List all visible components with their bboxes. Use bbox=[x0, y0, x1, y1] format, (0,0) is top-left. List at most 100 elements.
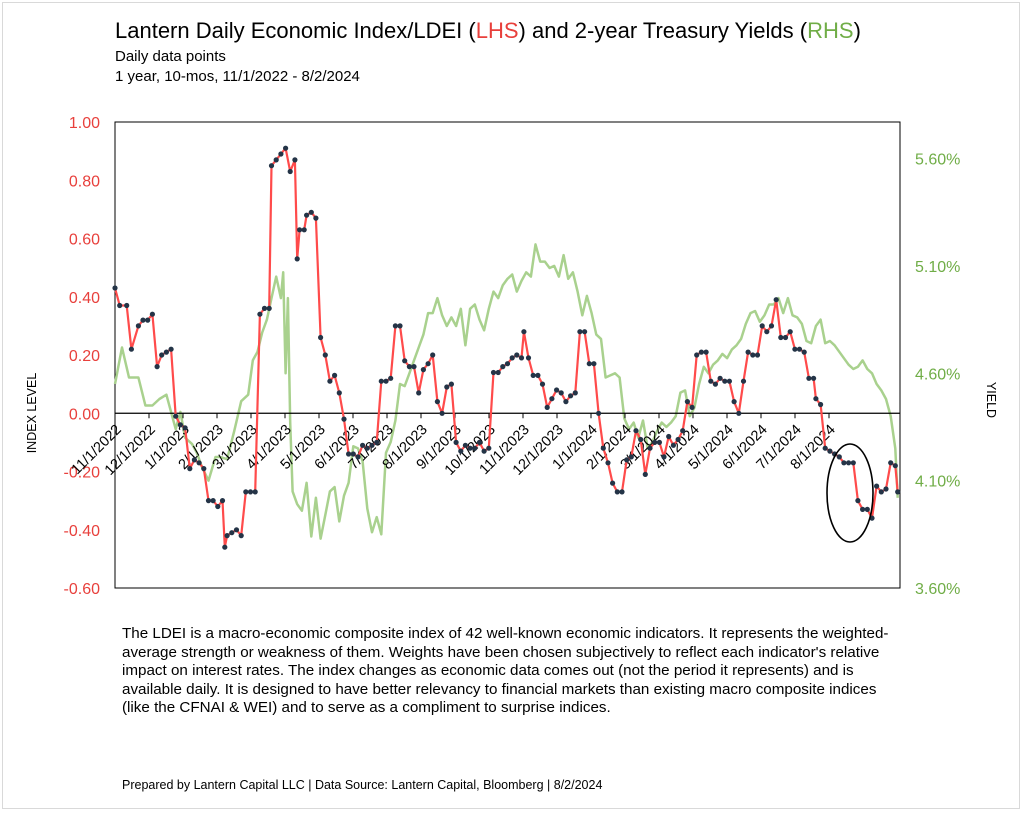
ldei-point bbox=[336, 390, 342, 396]
ldei-point bbox=[717, 375, 723, 381]
ldei-point bbox=[675, 436, 681, 443]
ldei-point bbox=[883, 486, 889, 492]
ldei-point bbox=[850, 460, 856, 466]
ldei-point bbox=[694, 352, 700, 358]
y-axis-label: INDEX LEVEL bbox=[25, 373, 39, 454]
ldei-point bbox=[182, 425, 188, 431]
ldei-point bbox=[773, 297, 779, 303]
ldei-point bbox=[205, 498, 212, 504]
ldei-point bbox=[731, 399, 737, 405]
y-tick-label-right: 4.10% bbox=[915, 474, 960, 491]
y-tick-label-left: -0.20 bbox=[64, 465, 101, 482]
y-tick-label-left: 0.00 bbox=[69, 406, 100, 423]
ldei-point bbox=[610, 480, 616, 486]
ldei-point bbox=[247, 489, 254, 495]
ldei-point bbox=[633, 428, 639, 434]
ldei-point bbox=[544, 404, 550, 410]
ldei-point bbox=[392, 323, 398, 329]
ldei-point bbox=[369, 442, 375, 448]
ldei-point bbox=[750, 352, 756, 358]
ldei-point bbox=[596, 410, 602, 416]
ldei-point bbox=[145, 317, 151, 323]
y-tick-label-right: 5.10% bbox=[915, 259, 960, 276]
y-tick-label-left: 1.00 bbox=[69, 115, 100, 132]
ldei-point bbox=[222, 544, 228, 550]
ldei-point bbox=[818, 401, 824, 408]
ldei-point bbox=[140, 317, 146, 323]
ldei-point bbox=[332, 372, 338, 378]
ldei-line bbox=[113, 147, 899, 549]
ldei-point bbox=[666, 433, 672, 440]
ldei-point bbox=[341, 416, 347, 422]
ldei-point bbox=[582, 329, 588, 335]
ldei-point bbox=[278, 151, 284, 157]
ldei-point bbox=[346, 451, 352, 457]
ldei-point bbox=[355, 454, 361, 460]
ldei-point bbox=[191, 457, 197, 463]
footer-source: Prepared by Lantern Capital LLC | Data S… bbox=[122, 778, 603, 792]
title-lhs-label: LHS bbox=[475, 18, 519, 43]
ldei-point bbox=[268, 163, 275, 169]
ldei-point bbox=[112, 285, 118, 291]
ldei-point bbox=[591, 361, 597, 367]
ldei-point bbox=[563, 399, 569, 405]
ldei-point bbox=[726, 378, 733, 384]
ldei-point bbox=[402, 358, 408, 364]
ldei-point bbox=[490, 369, 497, 376]
title-rhs-label: RHS bbox=[807, 18, 854, 43]
ldei-point bbox=[813, 396, 819, 402]
ldei-point bbox=[796, 346, 803, 352]
ldei-point bbox=[128, 346, 134, 352]
ldei-point bbox=[292, 157, 298, 163]
ldei-point bbox=[297, 227, 303, 233]
ldei-point bbox=[163, 349, 169, 355]
ldei-point bbox=[754, 352, 761, 358]
ldei-point bbox=[453, 439, 459, 445]
ldei-point bbox=[878, 489, 884, 495]
ldei-point bbox=[722, 378, 728, 384]
ldei-point bbox=[500, 364, 506, 370]
ldei-point bbox=[350, 451, 356, 457]
ldei-point bbox=[572, 390, 578, 396]
ldei-point bbox=[892, 463, 898, 469]
ldei-point bbox=[318, 334, 324, 341]
ldei-point bbox=[806, 375, 812, 381]
description-text: The LDEI is a macro-economic composite i… bbox=[122, 625, 889, 716]
ldei-point bbox=[656, 439, 663, 445]
ldei-point bbox=[554, 387, 560, 393]
ldei-point bbox=[364, 445, 370, 451]
ldei-point bbox=[874, 483, 880, 489]
ldei-point bbox=[411, 364, 417, 370]
ldei-point bbox=[261, 305, 268, 311]
ldei-point bbox=[535, 372, 541, 378]
ldei-point bbox=[652, 439, 658, 445]
ldei-point bbox=[539, 381, 546, 387]
ldei-point bbox=[740, 378, 747, 384]
ldei-point bbox=[712, 381, 719, 387]
ldei-point bbox=[782, 334, 789, 341]
ldei-point bbox=[149, 311, 155, 317]
ldei-point bbox=[764, 329, 770, 335]
ldei-point bbox=[252, 489, 258, 495]
ldei-point bbox=[689, 404, 695, 410]
ldei-point bbox=[778, 334, 784, 341]
ldei-point bbox=[196, 460, 202, 466]
ldei-point bbox=[187, 466, 193, 472]
ldei-point bbox=[841, 460, 847, 466]
yield-line bbox=[113, 243, 899, 540]
ldei-point bbox=[708, 378, 714, 384]
ldei-point bbox=[577, 329, 583, 335]
ldei-point bbox=[124, 302, 130, 309]
y-tick-label-left: 0.60 bbox=[69, 232, 100, 249]
chart-title: Lantern Daily Economic Index/LDEI (LHS) … bbox=[115, 18, 861, 43]
ldei-point bbox=[647, 445, 653, 451]
ldei-point bbox=[287, 168, 293, 175]
ldei-yield-chart: 1.00 0.80 0.60 0.40 0.20 0.00 -0.20 -0.40 -0.60 5… bbox=[25, 115, 998, 598]
ldei-point bbox=[117, 302, 123, 309]
plot-area bbox=[114, 121, 901, 589]
ldei-point bbox=[476, 439, 483, 445]
ldei-point bbox=[549, 396, 555, 402]
ldei-point bbox=[670, 442, 677, 448]
ldei-point bbox=[135, 323, 141, 329]
ldei-point bbox=[238, 533, 244, 539]
